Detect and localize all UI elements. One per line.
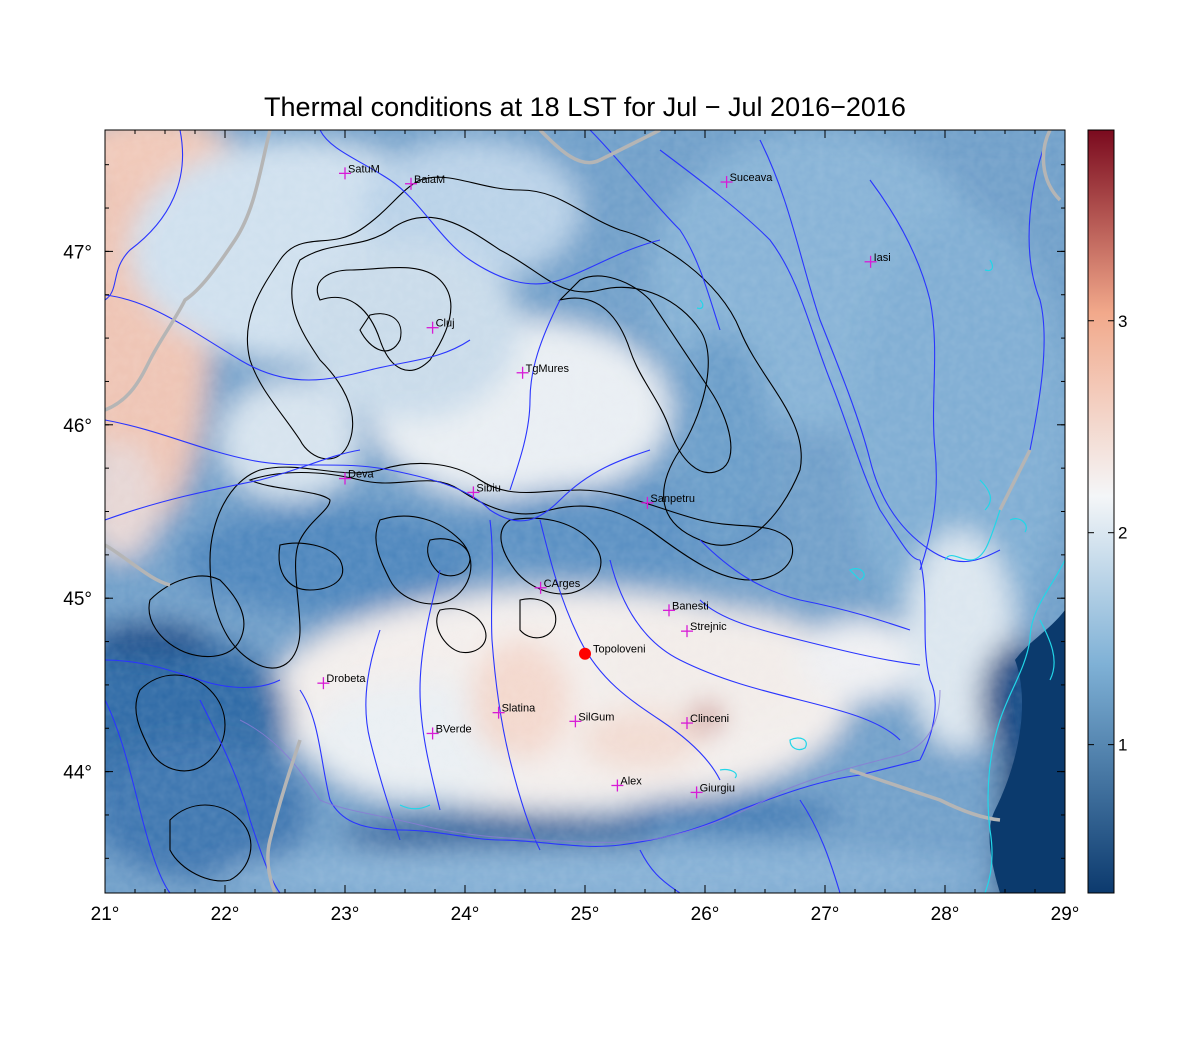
city-label: Strejnic (690, 621, 727, 633)
city-bverde: BVerde (426, 723, 472, 740)
city-satum: SatuM (339, 163, 380, 180)
axis-ticks: 21° 22° 23° 24° 25° 26° 27° 28° 29° 44° 45° 46° 47° (63, 130, 1079, 925)
city-label: Slatina (502, 703, 537, 715)
city-label: BVerde (436, 723, 472, 735)
city-label: Drobeta (326, 673, 366, 685)
colorbar-tick-label: 1 (1118, 736, 1127, 755)
city-clinceni: Clinceni (681, 713, 729, 730)
city-markers: SatuM BaiaM Suceava Iasi Cluj TgMures Deva Sibi… (317, 163, 891, 799)
highlight-dot-icon (579, 647, 591, 660)
city-suceava: Suceava (720, 172, 774, 189)
x-tick-label: 21° (91, 904, 120, 925)
city-iasi: Iasi (864, 252, 891, 268)
colorbar-tick-label: 2 (1118, 524, 1127, 543)
x-tick-label: 29° (1051, 904, 1080, 925)
map-plot-area (105, 130, 1065, 893)
highlight-point: Topoloveni (579, 644, 646, 660)
city-label: Cluj (436, 318, 455, 330)
map-title: Thermal conditions at 18 LST for Jul − J… (264, 92, 906, 122)
country-outline (239, 689, 941, 843)
x-tick-label: 25° (571, 904, 600, 925)
city-label: Suceava (730, 172, 774, 184)
city-giurgiu: Giurgiu (690, 782, 735, 799)
relief-contours (135, 176, 802, 882)
city-label: Banesti (672, 600, 709, 612)
x-tick-label: 27° (811, 904, 840, 925)
city-sibiu: Sibiu (467, 482, 501, 499)
city-label: BaiaM (414, 174, 445, 186)
highlight-label: Topoloveni (593, 644, 646, 656)
colorbar-tick-label: 3 (1118, 312, 1127, 331)
city-baiam: BaiaM (405, 174, 445, 190)
city-label: Alex (620, 775, 642, 787)
city-alex: Alex (611, 775, 642, 792)
city-tgmures: TgMures (516, 363, 570, 379)
city-slatina: Slatina (492, 703, 537, 719)
x-tick-label: 28° (931, 904, 960, 925)
x-tick-label: 24° (451, 904, 480, 925)
city-label: SatuM (348, 163, 380, 175)
city-label: Sanpetru (650, 493, 695, 505)
city-label: Deva (348, 469, 375, 481)
x-tick-label: 26° (691, 904, 720, 925)
city-strejnic: Strejnic (681, 621, 727, 638)
city-label: Iasi (874, 252, 891, 264)
city-label: Sibiu (476, 482, 500, 494)
y-tick-label: 46° (63, 416, 92, 437)
colorbar-gradient (1087, 129, 1115, 894)
y-tick-label: 44° (63, 763, 92, 784)
colorbar-ticks: 1 2 3 (1088, 312, 1127, 755)
city-label: CArges (544, 578, 581, 590)
city-deva: Deva (339, 469, 375, 485)
x-tick-label: 23° (331, 904, 360, 925)
city-label: Clinceni (690, 713, 729, 725)
colorbar: 1 2 3 (1087, 129, 1127, 894)
city-sanpetru: Sanpetru (641, 493, 695, 509)
city-silgum: SilGum (569, 711, 614, 728)
y-tick-label: 47° (63, 242, 92, 263)
y-tick-label: 45° (63, 589, 92, 610)
city-label: TgMures (526, 363, 570, 375)
city-label: SilGum (578, 711, 614, 723)
city-carges: CArges (534, 578, 581, 594)
city-banesti: Banesti (663, 600, 709, 617)
national-borders (105, 130, 1062, 893)
city-cluj: Cluj (426, 318, 455, 334)
coastline (399, 259, 1065, 893)
city-drobeta: Drobeta (317, 673, 366, 690)
x-tick-label: 22° (211, 904, 240, 925)
city-label: Giurgiu (700, 782, 735, 794)
